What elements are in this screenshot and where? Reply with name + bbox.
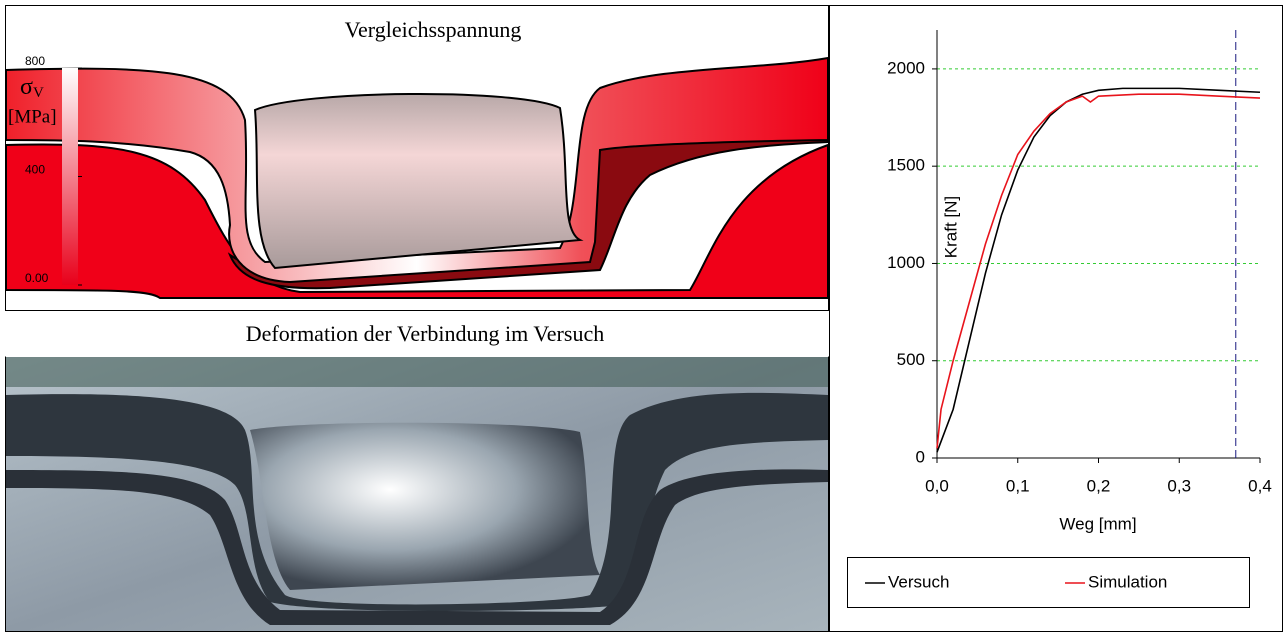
- x-axis-label: Weg [mm]: [1059, 514, 1136, 533]
- y-tick-label: 1000: [887, 253, 925, 272]
- panel-title: Vergleichsspannung: [345, 17, 522, 42]
- figure: Vergleichsspannung σV [MPa] Deformation …: [0, 0, 1287, 632]
- y-tick-label: 500: [897, 350, 925, 369]
- colorbar-tick-label: 800: [25, 54, 45, 68]
- x-tick-label: 0,3: [1167, 476, 1191, 495]
- chart-frame: [830, 6, 1283, 632]
- x-tick-label: 0,1: [1006, 476, 1030, 495]
- photo-image: [6, 357, 828, 631]
- x-tick-label: 0,0: [925, 476, 949, 495]
- colorbar-unit: [MPa]: [8, 106, 57, 127]
- y-tick-label: 0: [916, 447, 925, 466]
- x-tick-label: 0,4: [1248, 476, 1272, 495]
- legend-label: Simulation: [1088, 572, 1167, 591]
- colorbar-subscript: V: [33, 85, 44, 101]
- colorbar-tick-label: 400: [25, 163, 45, 177]
- x-tick-label: 0,2: [1087, 476, 1111, 495]
- panel-title: Deformation der Verbindung im Versuch: [246, 321, 604, 346]
- colorbar: [62, 68, 78, 285]
- colorbar-symbol-main: σ: [20, 74, 33, 100]
- y-tick-label: 2000: [887, 58, 925, 77]
- legend-label: Versuch: [888, 572, 949, 591]
- page: Vergleichsspannung σV [MPa] Deformation …: [0, 0, 1287, 632]
- colorbar-tick-label: 0.00: [25, 271, 49, 285]
- y-tick-label: 1500: [887, 156, 925, 175]
- y-axis-label: Kraft [N]: [941, 196, 960, 258]
